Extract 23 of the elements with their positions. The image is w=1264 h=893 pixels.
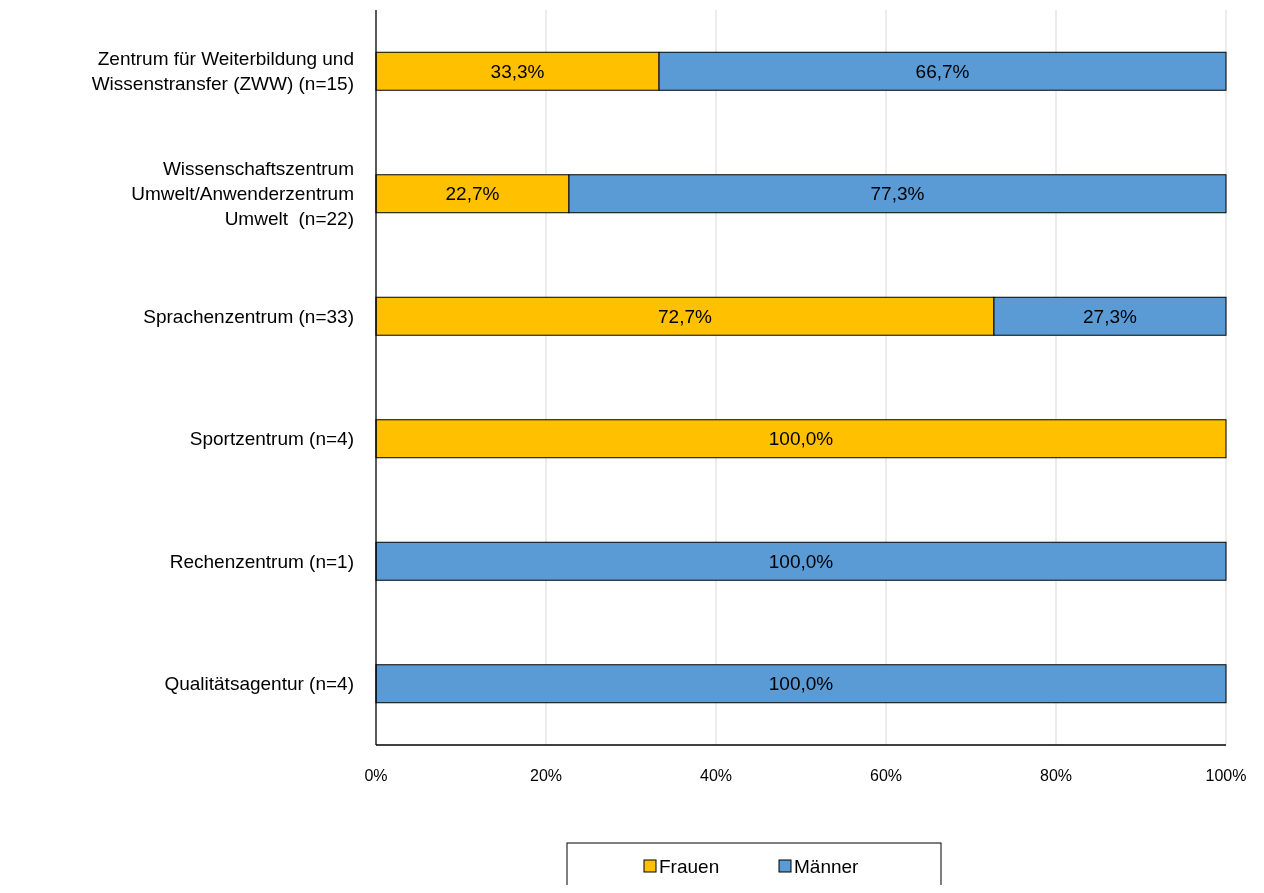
y-tick-label: Qualitätsagentur (n=4)	[164, 673, 354, 695]
data-label: 72,7%	[658, 305, 713, 327]
data-label: 100,0%	[768, 550, 834, 572]
x-tick-label: 40%	[699, 766, 733, 784]
data-label: 33,3%	[490, 60, 545, 82]
x-tick-label: 100%	[1205, 766, 1247, 784]
data-label: 100,0%	[768, 428, 834, 450]
data-label: 27,3%	[1083, 305, 1138, 327]
y-tick-label: Sprachenzentrum (n=33)	[143, 305, 354, 327]
x-tick-label: 20%	[529, 766, 563, 784]
x-tick-label: 80%	[1039, 766, 1073, 784]
y-tick-label: Rechenzentrum (n=1)	[169, 550, 354, 572]
data-label: 100,0%	[768, 673, 834, 695]
x-tick-label: 60%	[869, 766, 903, 784]
y-tick-label: Sportzentrum (n=4)	[189, 428, 354, 450]
x-tick-label: 0%	[364, 766, 388, 784]
data-label: 22,7%	[445, 183, 500, 205]
y-tick-label: Wissenschaftszentrum Umwelt/Anwenderzentrum Umwelt (n=22)	[131, 158, 354, 230]
y-tick-label: Zentrum für Weiterbildung und Wissenstransfer (ZWW) (n=15)	[91, 48, 354, 95]
legend-label: Männer	[794, 855, 860, 877]
legend-label: Frauen	[659, 855, 720, 877]
data-label: 77,3%	[870, 183, 925, 205]
data-label: 66,7%	[915, 60, 970, 82]
